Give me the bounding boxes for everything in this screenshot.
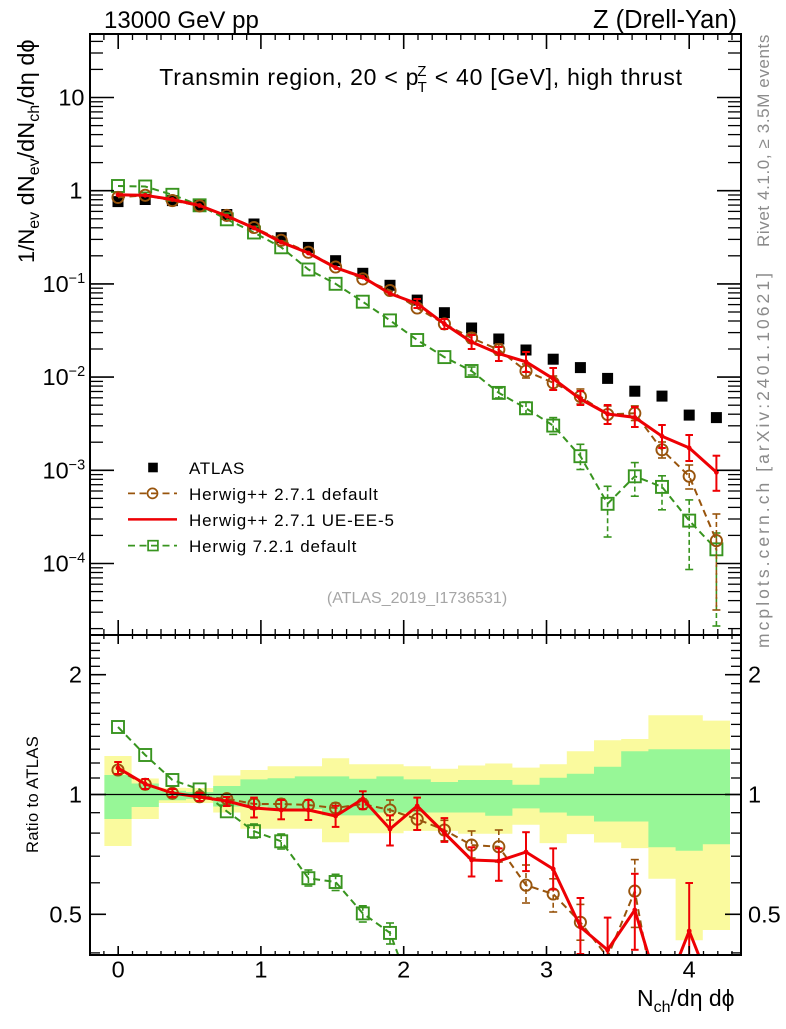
svg-text:1: 1: [69, 178, 82, 204]
svg-text:2: 2: [69, 662, 82, 688]
svg-text:2: 2: [397, 957, 410, 983]
svg-text:1: 1: [254, 957, 267, 983]
svg-text:0.5: 0.5: [49, 901, 82, 927]
svg-text:Rivet 4.1.0, ≥ 3.5M events: Rivet 4.1.0, ≥ 3.5M events: [754, 34, 773, 247]
svg-text:4: 4: [683, 957, 696, 983]
svg-text:mcplots.cern.ch [arXiv:2401.10: mcplots.cern.ch [arXiv:2401.10621]: [753, 270, 773, 648]
svg-text:0.5: 0.5: [748, 901, 781, 927]
svg-text:10−1: 10−1: [43, 271, 86, 297]
svg-text:1/Nev dNev/dNch/dη dϕ: 1/Nev dNev/dNch/dη dϕ: [13, 39, 43, 263]
svg-text:1: 1: [69, 782, 82, 808]
svg-text:ATLAS: ATLAS: [189, 459, 245, 478]
svg-text:Nch/dη dϕ: Nch/dη dϕ: [637, 985, 735, 1016]
svg-text:Herwig++ 2.7.1 default: Herwig++ 2.7.1 default: [189, 485, 379, 504]
svg-text:Z (Drell-Yan): Z (Drell-Yan): [593, 6, 737, 34]
svg-text:3: 3: [540, 957, 553, 983]
svg-text:2: 2: [748, 662, 761, 688]
svg-text:(ATLAS_2019_I1736531): (ATLAS_2019_I1736531): [327, 590, 507, 607]
svg-text:13000 GeV pp: 13000 GeV pp: [104, 7, 259, 34]
svg-text:1: 1: [748, 782, 761, 808]
svg-text:Herwig++ 2.7.1 UE-EE-5: Herwig++ 2.7.1 UE-EE-5: [189, 511, 395, 530]
svg-text:10: 10: [58, 85, 84, 111]
svg-text:10−3: 10−3: [43, 457, 86, 483]
svg-text:0: 0: [112, 957, 125, 983]
svg-text:Ratio to ATLAS: Ratio to ATLAS: [24, 736, 42, 853]
svg-text:Herwig 7.2.1 default: Herwig 7.2.1 default: [189, 537, 357, 556]
